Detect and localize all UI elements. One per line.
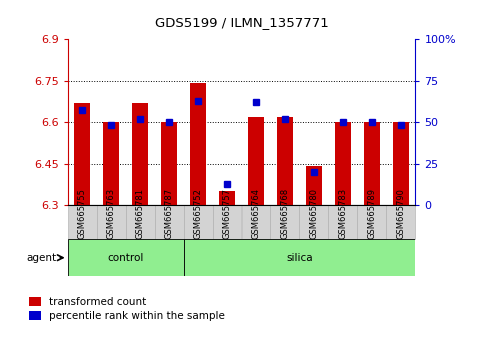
Bar — [97, 205, 126, 239]
Bar — [184, 239, 415, 276]
Text: control: control — [107, 253, 144, 263]
Bar — [357, 205, 386, 239]
Text: GSM665764: GSM665764 — [252, 188, 260, 239]
Text: silica: silica — [286, 253, 313, 263]
Bar — [270, 205, 299, 239]
Bar — [68, 205, 97, 239]
Text: GSM665768: GSM665768 — [281, 188, 289, 239]
Text: GSM665783: GSM665783 — [339, 188, 347, 239]
Bar — [190, 83, 206, 205]
Bar — [277, 116, 293, 205]
Text: GSM665755: GSM665755 — [78, 188, 86, 239]
Text: GSM665789: GSM665789 — [368, 188, 376, 239]
Bar — [306, 166, 322, 205]
Bar — [213, 205, 242, 239]
Text: GSM665757: GSM665757 — [223, 188, 231, 239]
Text: GSM665780: GSM665780 — [310, 188, 318, 239]
Bar — [393, 122, 409, 205]
Bar — [161, 122, 177, 205]
Bar — [248, 116, 264, 205]
Bar — [328, 205, 357, 239]
Text: GSM665787: GSM665787 — [165, 188, 173, 239]
Bar — [242, 205, 270, 239]
Bar — [155, 205, 184, 239]
Bar — [386, 205, 415, 239]
Text: GSM665752: GSM665752 — [194, 188, 202, 239]
Text: GDS5199 / ILMN_1357771: GDS5199 / ILMN_1357771 — [155, 16, 328, 29]
Bar — [219, 192, 235, 205]
Bar — [126, 205, 155, 239]
Bar — [299, 205, 328, 239]
Bar — [184, 205, 213, 239]
Legend: transformed count, percentile rank within the sample: transformed count, percentile rank withi… — [24, 293, 229, 325]
Bar — [132, 103, 148, 205]
Bar — [68, 239, 184, 276]
Text: agent: agent — [27, 253, 57, 263]
Bar — [335, 122, 351, 205]
Text: GSM665790: GSM665790 — [397, 188, 405, 239]
Text: GSM665781: GSM665781 — [136, 188, 144, 239]
Bar — [364, 122, 380, 205]
Bar — [74, 103, 90, 205]
Bar — [103, 122, 119, 205]
Text: GSM665763: GSM665763 — [107, 188, 115, 239]
